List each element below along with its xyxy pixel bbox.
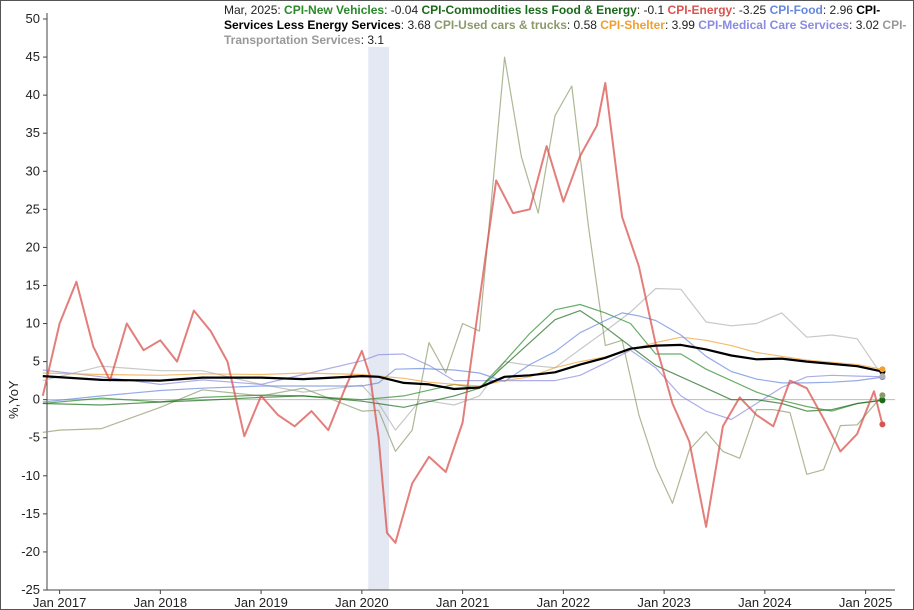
legend-item: CPI-Used cars & trucks: 0.58 <box>431 18 597 32</box>
legend-series-name: CPI-Shelter <box>596 18 665 32</box>
y-tick-label: 15 <box>26 277 40 292</box>
y-tick-label: 30 <box>26 163 40 178</box>
end-point-marker <box>879 397 886 404</box>
y-tick-label: 0 <box>33 392 40 407</box>
legend-series-name: CPI-Commodities less Food & Energy <box>418 3 637 17</box>
x-tick-label: Jan 2021 <box>436 595 490 610</box>
y-axis-title: %,YoY <box>6 380 21 419</box>
legend-item: CPI-New Vehicles: -0.04 <box>284 3 418 17</box>
legend-item: CPI-Services Less Energy Services: 3.68 <box>224 3 880 32</box>
legend-series-name: CPI-Medical Care Services <box>694 18 850 32</box>
y-tick-label: -15 <box>21 506 40 521</box>
x-tick-label: Jan 2024 <box>738 595 792 610</box>
legend-series-value: : -0.1 <box>636 3 665 17</box>
series-line-cpi-commodities-less-food-energy <box>42 310 883 412</box>
legend-items: CPI-New Vehicles: -0.04 CPI-Commodities … <box>224 3 906 47</box>
series-line-cpi-food <box>42 312 883 403</box>
x-tick-label: Jan 2017 <box>33 595 87 610</box>
legend-series-name: CPI-Transportation Services <box>224 18 907 47</box>
legend-date: Mar, 2025: <box>224 3 281 17</box>
y-tick-label: -20 <box>21 544 40 559</box>
x-tick-label: Jan 2023 <box>637 595 691 610</box>
legend: Mar, 2025: CPI-New Vehicles: -0.04 CPI-C… <box>224 3 910 48</box>
legend-series-value: : 2.96 <box>822 3 853 17</box>
legend-series-value: : -3.25 <box>732 3 767 17</box>
legend-series-value: : 0.58 <box>566 18 597 32</box>
series-line-cpi-services-less-energy-services <box>42 343 883 391</box>
y-tick-label: 25 <box>26 201 40 216</box>
legend-series-name: CPI-Food <box>766 3 823 17</box>
end-point-marker <box>879 366 886 373</box>
x-tick-label: Jan 2019 <box>234 595 288 610</box>
legend-item: CPI-Energy: -3.25 <box>664 3 767 17</box>
legend-item: CPI-Transportation Services: 3.1 <box>224 18 906 47</box>
series-line-cpi-shelter <box>42 336 883 387</box>
legend-item: CPI-Shelter: 3.99 <box>597 18 695 32</box>
x-tick-label: Jan 2020 <box>335 595 389 610</box>
series-line-cpi-used-cars-trucks <box>42 56 883 504</box>
y-tick-label: 50 <box>26 11 40 26</box>
legend-series-name: CPI-Energy <box>664 3 733 17</box>
legend-series-value: : -0.04 <box>384 3 419 17</box>
end-point-marker <box>879 373 886 380</box>
y-tick-label: 20 <box>26 239 40 254</box>
series-line-cpi-energy <box>41 82 884 544</box>
y-tick-label: 40 <box>26 87 40 102</box>
legend-series-name: CPI-Used cars & trucks <box>430 18 567 32</box>
y-tick-label: -10 <box>21 468 40 483</box>
end-point-marker <box>879 421 886 428</box>
y-tick-label: 35 <box>26 125 40 140</box>
shaded-period <box>368 47 390 590</box>
legend-item: CPI-Medical Care Services: 3.02 <box>695 18 879 32</box>
legend-series-value: : 3.02 <box>849 18 880 32</box>
end-point-marker <box>879 392 886 399</box>
x-tick-label: Jan 2025 <box>839 595 893 610</box>
series-line-cpi-new-vehicles <box>42 303 883 412</box>
legend-series-value: : 3.1 <box>360 33 385 47</box>
legend-item: CPI-Food: 2.96 <box>766 3 853 17</box>
y-tick-label: -5 <box>28 430 40 445</box>
x-tick-label: Jan 2018 <box>134 595 188 610</box>
y-tick-label: -25 <box>21 582 40 597</box>
legend-series-value: : 3.99 <box>664 18 695 32</box>
legend-series-value: : 3.68 <box>400 18 431 32</box>
y-tick-label: 5 <box>33 354 40 369</box>
x-tick-label: Jan 2022 <box>537 595 591 610</box>
legend-series-name: CPI-New Vehicles <box>284 3 385 17</box>
legend-series-name: CPI-Services Less Energy Services <box>224 3 881 32</box>
y-tick-label: 10 <box>26 316 40 331</box>
series-line-cpi-transportation-services <box>42 287 883 431</box>
legend-item: CPI-Commodities less Food & Energy: -0.1 <box>418 3 664 17</box>
y-tick-label: 45 <box>26 49 40 64</box>
